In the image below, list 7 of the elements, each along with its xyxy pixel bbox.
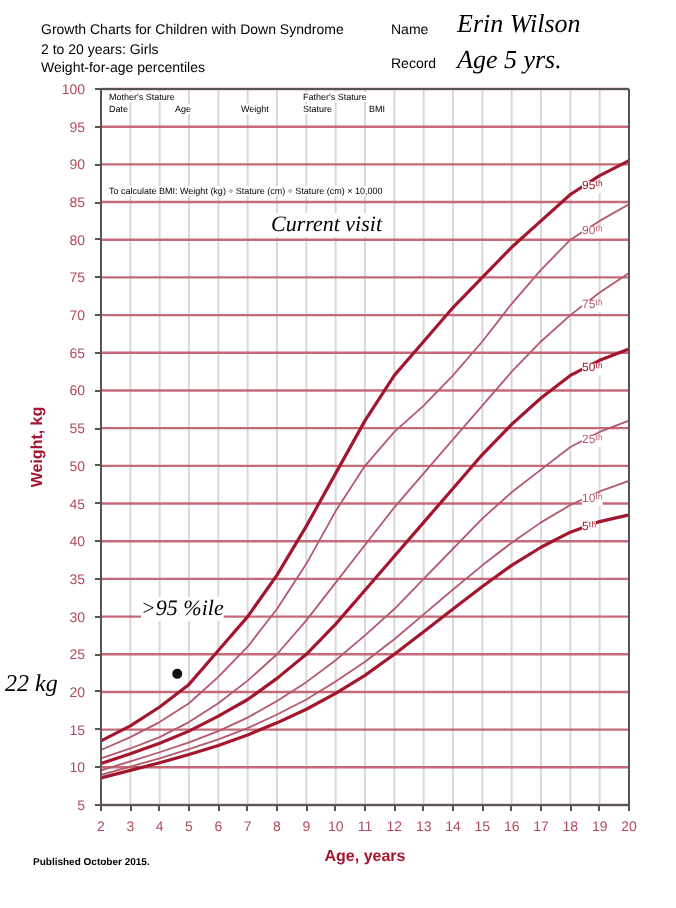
annotation: >95 %ile — [141, 597, 224, 621]
annotation: Current visit — [271, 213, 384, 237]
text: Age 5 yrs. — [455, 44, 562, 74]
text: 22 kg — [5, 669, 58, 697]
x-axis-title: Age, years — [324, 847, 407, 865]
y-axis-title: Weight, kg — [27, 406, 46, 488]
text: Erin Wilson — [455, 8, 581, 38]
